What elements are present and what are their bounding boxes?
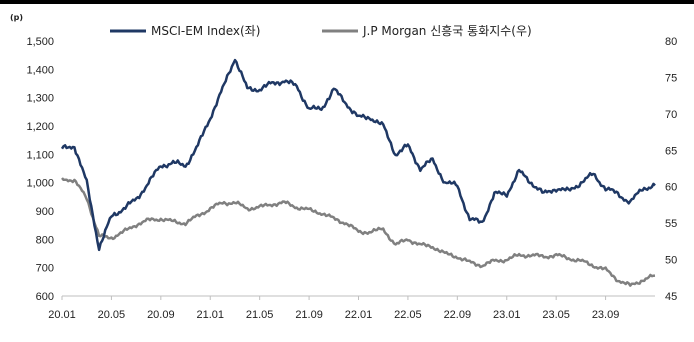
right-tick-label: 65 — [665, 145, 677, 157]
series-line-msci-em-index — [60, 58, 656, 252]
x-tick-label: 20.05 — [98, 309, 126, 321]
x-tick-label: 20.01 — [48, 309, 76, 321]
x-tick-label: 20.09 — [147, 309, 175, 321]
x-tick-label: 21.05 — [246, 309, 274, 321]
x-tick-label: 23.09 — [592, 309, 620, 321]
x-tick-label: 23.01 — [493, 309, 521, 321]
x-tick-label: 22.01 — [345, 309, 373, 321]
x-tick-label: 21.01 — [196, 309, 224, 321]
left-tick-label: 700 — [36, 263, 54, 275]
right-tick-label: 80 — [665, 36, 677, 48]
right-axis-ticks: 45 50 55 60 65 70 75 80 — [665, 36, 677, 303]
left-tick-label: 1,200 — [26, 121, 54, 133]
right-tick-label: 75 — [665, 72, 677, 84]
left-axis-ticks: 600 700 800 900 1,000 1,100 1,200 1,300 1,400 1,5… — [26, 36, 54, 303]
legend-label-msci: MSCI-EM Index(좌) — [151, 24, 260, 38]
right-tick-label: 70 — [665, 109, 677, 121]
series-line-jpm-currency-index — [61, 177, 656, 287]
x-tick-label: 23.05 — [542, 309, 570, 321]
left-tick-label: 600 — [36, 291, 54, 303]
right-tick-label: 55 — [665, 218, 677, 230]
left-axis-unit: (p) — [10, 13, 23, 22]
top-rule — [0, 0, 694, 4]
left-tick-label: 1,000 — [26, 178, 54, 190]
x-tick-label: 22.05 — [394, 309, 422, 321]
right-tick-label: 50 — [665, 255, 677, 267]
right-tick-label: 45 — [665, 291, 677, 303]
legend-label-jpm: J.P Morgan 신흥국 통화지수(우) — [362, 24, 532, 38]
x-axis-ticks: 20.01 20.05 20.09 21.01 21.05 21.09 22.01 22.05… — [48, 296, 619, 321]
left-tick-label: 1,400 — [26, 64, 54, 76]
x-tick-label: 22.09 — [444, 309, 472, 321]
x-tick-label: 21.09 — [295, 309, 323, 321]
legend: MSCI-EM Index(좌) J.P Morgan 신흥국 통화지수(우) — [110, 24, 532, 38]
left-tick-label: 1,100 — [26, 149, 54, 161]
left-tick-label: 1,300 — [26, 93, 54, 105]
left-tick-label: 1,500 — [26, 36, 54, 48]
right-tick-label: 60 — [665, 182, 677, 194]
series-layer — [60, 58, 656, 287]
left-tick-label: 900 — [36, 206, 54, 218]
left-tick-label: 800 — [36, 234, 54, 246]
